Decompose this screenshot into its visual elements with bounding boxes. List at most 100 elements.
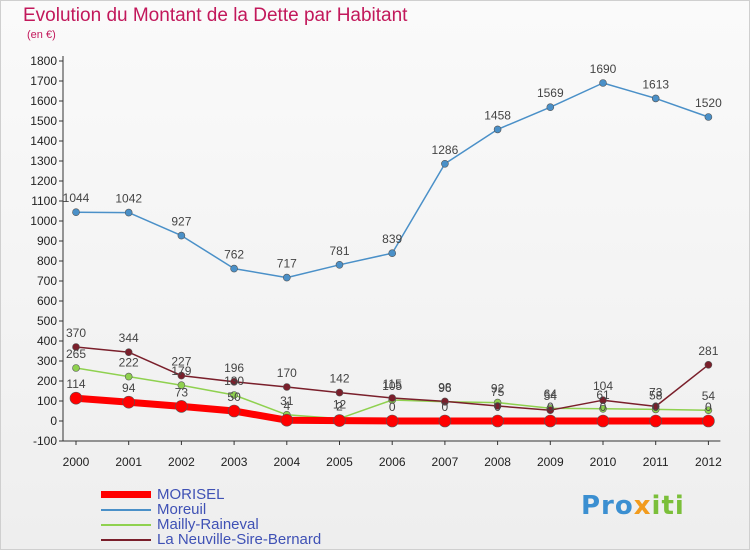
y-tick-label: -100 [33,434,57,448]
data-point-0 [175,400,188,413]
data-point-1 [441,160,449,168]
data-label-0: 0 [442,400,449,414]
data-label-1: 762 [224,248,244,262]
data-point-2 [177,381,186,390]
data-label-3: 227 [171,355,191,369]
proxiti-logo: Proxiti [581,491,685,521]
data-point-1 [230,264,238,273]
data-point-1 [282,273,291,282]
chart-title: Evolution du Montant de la Dette par Hab… [23,5,408,26]
x-tick-label: 2001 [115,455,142,469]
data-label-2: 31 [280,394,294,408]
series-line-1 [75,82,709,279]
data-point-3 [599,396,607,405]
legend-label-morisel: MORISEL [157,486,225,503]
y-tick-label: 1200 [30,174,57,188]
data-point-0 [385,414,399,428]
data-point-0 [280,413,294,427]
data-point-3 [388,394,397,402]
data-label-1: 1042 [115,192,142,206]
legend-label-la-neuville: La Neuville-Sire-Bernard [157,531,322,548]
data-label-2: 54 [702,389,716,403]
x-tick-label: 2007 [432,455,459,469]
data-point-0 [543,414,557,428]
data-label-0: 0 [547,400,554,414]
data-label-3: 344 [119,331,139,345]
data-label-2: 105 [382,379,402,393]
data-point-0 [649,414,663,428]
data-label-0: 94 [122,381,136,395]
data-point-1 [72,208,80,216]
data-label-2: 61 [596,388,610,402]
data-label-1: 1520 [695,96,722,110]
data-point-3 [493,402,502,410]
data-label-3: 142 [329,372,349,386]
y-tick-label: 500 [37,314,57,328]
data-label-2: 130 [224,374,244,388]
data-point-3 [546,406,555,415]
y-tick-label: 700 [37,274,57,288]
data-point-3 [72,343,80,351]
legend-swatch-mailly-raineval [101,524,151,526]
data-label-1: 1690 [590,62,617,76]
data-point-1 [493,125,502,134]
data-point-0 [596,414,610,428]
y-tick-label: 1600 [30,94,57,108]
data-label-3: 170 [277,366,297,380]
data-label-1: 1613 [642,77,669,91]
data-point-3 [282,383,291,391]
data-label-1: 1458 [484,108,511,122]
chart-subtitle: (en €) [27,29,56,41]
legend-label-mailly-raineval: Mailly-Raineval [157,516,259,533]
data-point-1 [335,260,344,269]
data-label-3: 73 [649,385,663,399]
x-tick-label: 2011 [643,455,669,469]
data-label-2: 58 [649,388,663,402]
y-tick-label: 1000 [30,214,57,228]
x-tick-label: 2003 [221,455,248,469]
legend-swatch-moreuil [101,509,151,511]
data-point-1 [388,249,397,257]
x-tick-label: 2004 [273,455,300,469]
data-point-2 [124,372,133,381]
data-point-0 [702,414,715,428]
data-label-2: 92 [491,382,505,396]
data-point-3 [651,402,660,411]
data-point-3 [441,397,449,406]
y-tick-label: 1800 [30,54,57,68]
x-tick-label: 2009 [537,455,564,469]
data-point-0 [491,414,504,428]
data-label-0: 0 [494,400,501,414]
x-tick-label: 2005 [326,455,353,469]
data-label-1: 781 [329,244,349,258]
data-label-0: 50 [227,390,241,404]
y-tick-label: 0 [50,414,57,428]
data-label-3: 54 [544,389,558,403]
data-label-2: 12 [333,398,347,412]
x-tick-label: 2002 [168,455,195,469]
legend-label-moreuil: Moreuil [157,501,207,518]
data-point-3 [335,388,344,397]
data-label-3: 75 [491,385,505,399]
data-point-1 [124,208,133,217]
data-point-1 [599,79,607,87]
legend-swatch-la-neuville [101,539,151,541]
data-label-0: 4 [283,399,290,413]
data-label-0: 0 [652,400,659,414]
y-tick-label: 1700 [30,74,57,88]
data-label-1: 839 [382,232,402,246]
y-tick-label: 1300 [30,154,57,168]
data-point-2 [72,364,80,372]
x-tick-label: 2006 [379,455,406,469]
data-label-2: 222 [119,356,139,370]
y-tick-label: 1400 [30,134,57,148]
data-point-0 [122,395,135,409]
data-label-2: 265 [66,347,86,361]
y-tick-label: 400 [37,334,57,348]
y-tick-label: 1500 [30,114,57,128]
data-label-1: 1569 [537,86,564,100]
data-point-0 [227,404,241,418]
line-chart: -100010020030040050060070080090010001100… [30,54,722,469]
legend-swatch-morisel [101,491,151,498]
